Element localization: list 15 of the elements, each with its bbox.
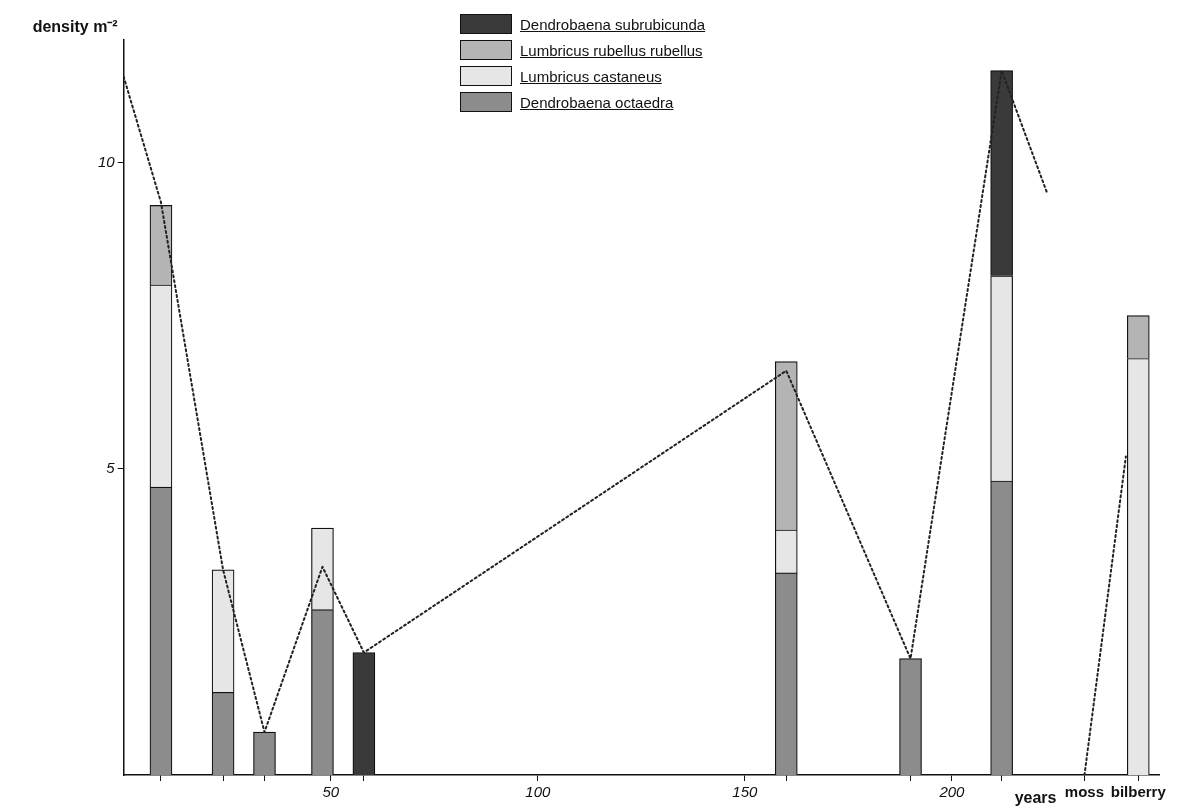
x-tick-label: 150 xyxy=(732,783,759,801)
y-tick-label: 10 xyxy=(98,152,116,170)
legend-label: Lumbricus rubellus rubellus xyxy=(520,41,703,59)
y-axis-title: density m⁻² xyxy=(32,18,118,36)
y-tick-label: 5 xyxy=(106,458,116,476)
legend-label: Dendrobaena octaedra xyxy=(520,93,674,111)
x-tick-label: bilberry xyxy=(1110,783,1167,801)
x-tick-label: moss xyxy=(1064,783,1105,801)
line-series xyxy=(123,69,1049,734)
legend-label: Dendrobaena subrubicunda xyxy=(520,15,706,33)
legend-label: Lumbricus castaneus xyxy=(520,67,662,85)
x-tick-label: 50 xyxy=(322,783,340,801)
x-axis-title: years xyxy=(1014,789,1057,807)
x-tick-label: 100 xyxy=(525,783,551,801)
x-tick-label: 200 xyxy=(938,783,966,801)
